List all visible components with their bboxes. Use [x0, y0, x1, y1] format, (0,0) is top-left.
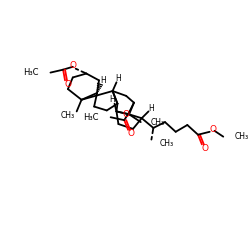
Text: CH₃: CH₃	[235, 132, 249, 141]
Text: H: H	[100, 76, 106, 85]
Text: H: H	[148, 104, 154, 113]
Text: O: O	[123, 110, 130, 119]
Text: H: H	[116, 74, 121, 83]
Text: O: O	[69, 61, 76, 70]
Text: H₃C: H₃C	[84, 113, 99, 122]
Text: O: O	[64, 80, 71, 89]
Text: CH₃: CH₃	[60, 111, 75, 120]
Text: O: O	[128, 129, 134, 138]
Text: CH₃: CH₃	[150, 118, 164, 126]
Text: H: H	[110, 95, 116, 104]
Text: CH₃: CH₃	[159, 139, 173, 148]
Text: O: O	[201, 144, 208, 153]
Text: O: O	[209, 125, 216, 134]
Text: H₃C: H₃C	[23, 68, 39, 77]
